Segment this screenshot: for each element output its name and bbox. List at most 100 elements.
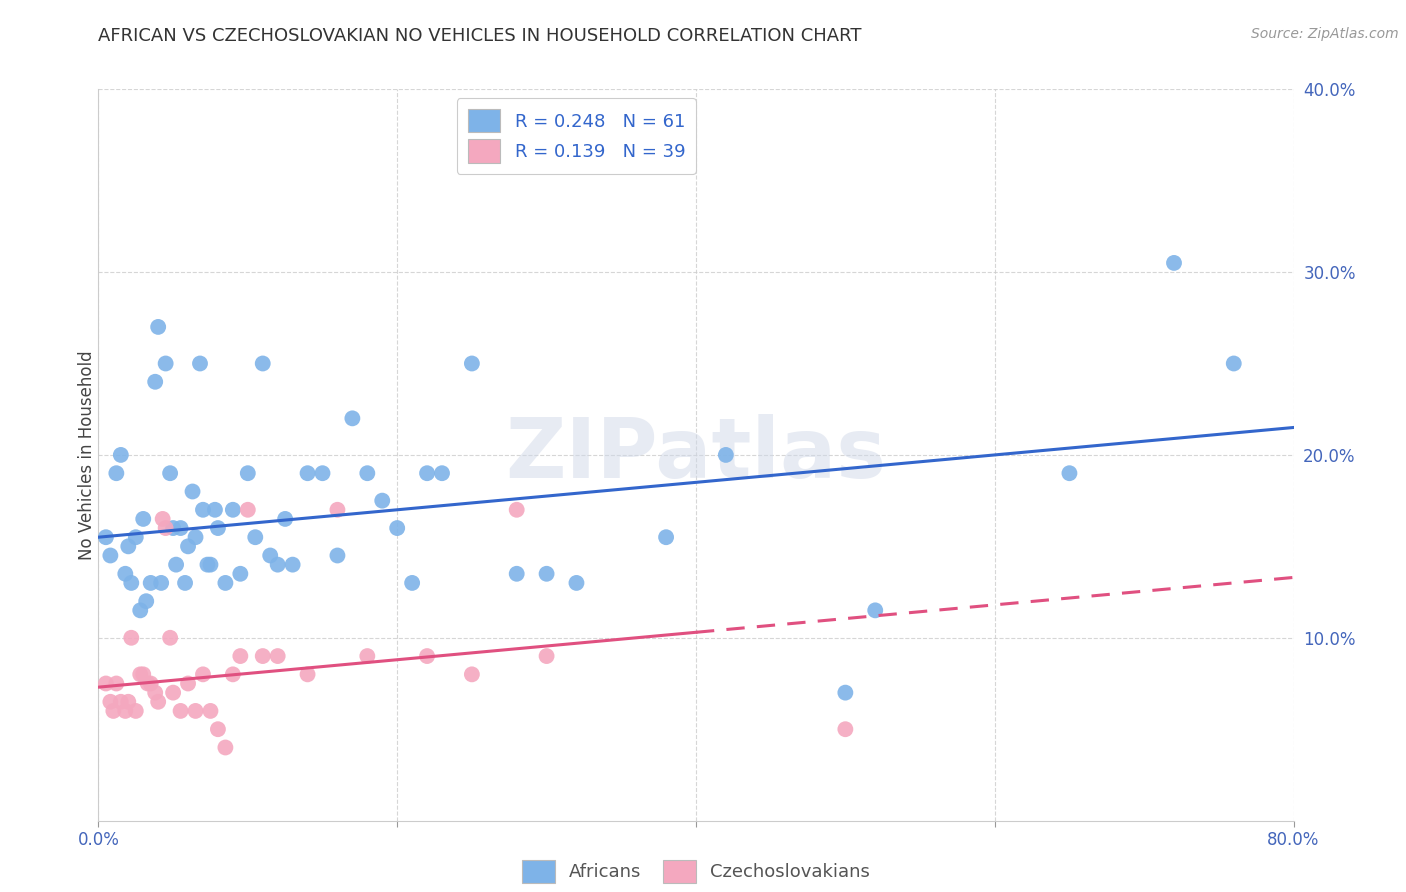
Point [184, 530, 207, 544]
Point [430, 466, 453, 480]
Y-axis label: No Vehicles in Household: No Vehicles in Household [79, 350, 96, 560]
Point [245, 530, 267, 544]
Point [236, 502, 259, 516]
Point [155, 521, 177, 535]
Point [297, 667, 319, 681]
Point [143, 375, 166, 389]
Point [865, 603, 887, 617]
Point [114, 566, 136, 581]
Point [207, 521, 229, 535]
Point [385, 521, 409, 535]
Point [117, 539, 139, 553]
Point [714, 448, 737, 462]
Point [148, 320, 170, 334]
Point [103, 704, 125, 718]
Point [1223, 356, 1246, 371]
Point [274, 512, 297, 526]
Point [117, 695, 139, 709]
Point [1059, 466, 1081, 480]
Point [98, 695, 122, 709]
Point [184, 704, 207, 718]
Point [139, 676, 162, 690]
Point [207, 723, 229, 737]
Point [229, 566, 252, 581]
Point [98, 549, 122, 563]
Point [165, 558, 187, 572]
Point [222, 502, 245, 516]
Point [229, 649, 252, 664]
Point [401, 576, 423, 591]
Point [191, 502, 214, 516]
Point [148, 695, 170, 709]
Point [565, 576, 588, 591]
Point [155, 356, 177, 371]
Point [267, 649, 290, 664]
Point [159, 631, 181, 645]
Point [342, 411, 364, 425]
Point [94, 676, 117, 690]
Point [200, 558, 222, 572]
Point [834, 685, 856, 699]
Point [120, 576, 142, 591]
Point [177, 676, 200, 690]
Point [129, 667, 152, 681]
Point [536, 649, 558, 664]
Point [135, 594, 157, 608]
Point [356, 466, 378, 480]
Point [132, 512, 155, 526]
Point [169, 521, 191, 535]
Point [536, 566, 558, 581]
Point [169, 704, 191, 718]
Point [281, 558, 304, 572]
Point [143, 685, 166, 699]
Point [1163, 256, 1185, 270]
Point [191, 667, 214, 681]
Point [152, 512, 174, 526]
Text: Source: ZipAtlas.com: Source: ZipAtlas.com [1251, 27, 1399, 41]
Point [105, 466, 128, 480]
Point [188, 356, 211, 371]
Point [371, 493, 394, 508]
Point [105, 676, 128, 690]
Point [174, 576, 197, 591]
Point [267, 558, 290, 572]
Point [181, 484, 204, 499]
Point [132, 667, 155, 681]
Point [136, 676, 159, 690]
Point [222, 667, 245, 681]
Point [214, 576, 236, 591]
Point [129, 603, 152, 617]
Legend: Africans, Czechoslovakians: Africans, Czechoslovakians [513, 851, 879, 892]
Point [506, 566, 529, 581]
Point [125, 530, 148, 544]
Point [139, 576, 162, 591]
Point [252, 649, 274, 664]
Point [204, 502, 226, 516]
Point [461, 356, 484, 371]
Point [162, 685, 184, 699]
Point [356, 649, 378, 664]
Point [506, 502, 529, 516]
Point [197, 558, 219, 572]
Point [214, 740, 236, 755]
Point [416, 466, 439, 480]
Point [200, 704, 222, 718]
Point [236, 466, 259, 480]
Point [655, 530, 678, 544]
Point [110, 695, 132, 709]
Point [834, 723, 856, 737]
Text: ZIPatlas: ZIPatlas [506, 415, 886, 495]
Point [416, 649, 439, 664]
Point [94, 530, 117, 544]
Point [252, 356, 274, 371]
Point [162, 521, 184, 535]
Point [177, 539, 200, 553]
Point [461, 667, 484, 681]
Point [159, 466, 181, 480]
Point [110, 448, 132, 462]
Point [297, 466, 319, 480]
Point [114, 704, 136, 718]
Text: AFRICAN VS CZECHOSLOVAKIAN NO VEHICLES IN HOUSEHOLD CORRELATION CHART: AFRICAN VS CZECHOSLOVAKIAN NO VEHICLES I… [98, 27, 862, 45]
Point [326, 502, 349, 516]
Point [150, 576, 173, 591]
